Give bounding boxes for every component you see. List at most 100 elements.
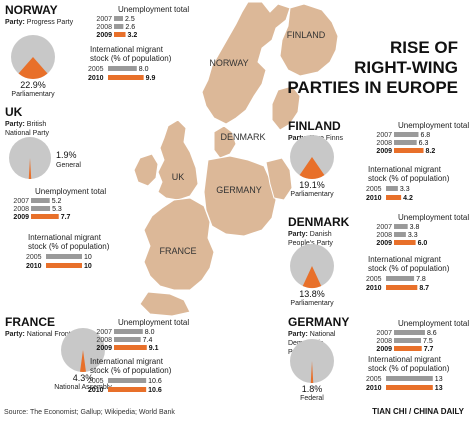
unemployment-germany-value: 7.7 — [424, 346, 434, 353]
migrant-france-bar — [108, 387, 147, 392]
migrant-finland-year: 2005 — [366, 186, 382, 193]
unemployment-finland-value: 6.8 — [420, 132, 430, 139]
unemployment-denmark-bar — [394, 224, 408, 229]
map-label-finland: FINLAND — [287, 30, 326, 40]
unemployment-france-bar — [114, 329, 143, 334]
panel-finland-title: FINLAND — [288, 119, 341, 133]
migrant-norway-value: 9.9 — [146, 75, 156, 82]
unemployment-germany-bar — [394, 330, 425, 335]
migrant-germany-bar — [386, 385, 433, 390]
migrant-germany-value: 13 — [435, 376, 443, 383]
unemployment-uk-title: Unemployment total — [35, 187, 106, 196]
migrant-denmark-title-1: International migrant — [368, 255, 442, 264]
unemployment-france-value: 7.4 — [143, 337, 153, 344]
pie-norway-body: Parliamentary — [11, 91, 55, 98]
panel-finland-party-label: Party: — [288, 135, 310, 142]
pie-finland-slice — [299, 157, 325, 180]
pie-uk-body: General — [56, 162, 81, 169]
panel-denmark-title: DENMARK — [288, 215, 350, 229]
unemployment-finland-year: 2007 — [376, 132, 392, 139]
panel-norway-party-name: Progress Party — [27, 19, 74, 26]
pie-denmark-body: Parliamentary — [290, 300, 334, 307]
panel-finland: FINLAND Party: True Finns 19.1%Parliamenta… — [288, 119, 469, 202]
pie-germany-share: 1.8% — [302, 384, 323, 394]
unemployment-france-value: 9.1 — [149, 345, 159, 352]
unemployment-denmark-year: 2008 — [376, 232, 392, 239]
map-label-france: FRANCE — [159, 246, 196, 256]
unemployment-norway-value: 2.5 — [125, 16, 135, 23]
unemployment-france-bar — [114, 345, 147, 350]
panel-denmark-party-label: Party: — [288, 231, 310, 238]
unemployment-norway-value: 3.2 — [128, 32, 138, 39]
unemployment-finland-bar — [394, 140, 417, 145]
unemployment-finland-value: 6.3 — [419, 140, 429, 147]
migrant-france-title-1: International migrant — [90, 357, 164, 366]
panel-norway-party: Party: Progress Party — [5, 19, 74, 26]
unemployment-france-year: 2008 — [96, 337, 112, 344]
unemployment-denmark-year: 2009 — [376, 240, 392, 247]
title-line-2: RIGHT-WING — [354, 58, 458, 77]
migrant-norway-value: 8.0 — [139, 66, 149, 73]
migrant-germany-bar — [386, 376, 433, 381]
pie-france-share: 4.3% — [73, 373, 94, 383]
migrant-norway-bar — [108, 66, 137, 71]
pie-finland-body: Parliamentary — [290, 191, 334, 198]
unemployment-finland-bar — [394, 148, 424, 153]
migrant-uk-bar — [46, 263, 82, 268]
map-france — [143, 197, 215, 291]
unemployment-france-year: 2009 — [96, 345, 112, 352]
migrant-uk-title-2: stock (% of population) — [28, 242, 110, 251]
migrant-finland-year: 2010 — [366, 195, 382, 202]
panel-uk-party-line: National Party — [5, 130, 49, 137]
map-label-germany: GERMANY — [216, 185, 262, 195]
unemployment-uk-bar — [31, 206, 51, 211]
panel-uk-party: Party: British — [5, 121, 46, 128]
migrant-denmark-year: 2005 — [366, 276, 382, 283]
unemployment-germany-year: 2009 — [376, 346, 392, 353]
map-uk — [157, 119, 199, 201]
migrant-germany-year: 2005 — [366, 376, 382, 383]
migrant-denmark-bar — [386, 276, 415, 281]
map-denmark — [213, 125, 237, 159]
migrant-denmark-year: 2010 — [366, 285, 382, 292]
migrant-finland-title-1: International migrant — [368, 165, 442, 174]
migrant-denmark-bar — [386, 285, 418, 290]
migrant-finland-bar — [386, 186, 398, 191]
unemployment-germany-year: 2007 — [376, 330, 392, 337]
pie-germany-slice — [310, 361, 314, 383]
unemployment-france-year: 2007 — [96, 329, 112, 336]
migrant-norway-title-2: stock (% of population) — [90, 54, 172, 63]
unemployment-denmark-title: Unemployment total — [398, 213, 469, 222]
migrant-france-title-2: stock (% of population) — [90, 366, 172, 375]
panel-uk: UK Party: British National Party 1.9% Genera… — [5, 105, 110, 270]
unemployment-denmark-value: 6.0 — [418, 240, 428, 247]
migrant-france-bar — [108, 378, 147, 383]
unemployment-uk-year: 2009 — [13, 214, 29, 221]
unemployment-germany-bar — [394, 346, 422, 351]
unemployment-france-value: 8.0 — [145, 329, 155, 336]
unemployment-finland-year: 2009 — [376, 148, 392, 155]
migrant-norway-year: 2010 — [88, 75, 104, 82]
migrant-germany-year: 2010 — [366, 385, 382, 392]
pie-uk-slice — [28, 158, 32, 179]
migrant-france-year: 2010 — [88, 387, 104, 394]
unemployment-uk-year: 2007 — [13, 198, 29, 205]
migrant-denmark-value: 7.8 — [416, 276, 426, 283]
panel-germany-party-name: National — [310, 331, 336, 338]
map-label-uk: UK — [172, 172, 185, 182]
unemployment-denmark-bar — [394, 240, 416, 245]
unemployment-germany-value: 8.6 — [427, 330, 437, 337]
unemployment-uk-bar — [31, 198, 50, 203]
panel-norway: NORWAY Party: Progress Party 22.9%Parliame… — [5, 3, 189, 98]
migrant-finland-title-2: stock (% of population) — [368, 174, 450, 183]
panel-denmark-party: Party: Danish — [288, 231, 332, 238]
pie-germany-body: Federal — [300, 395, 324, 402]
map-baltics — [271, 85, 301, 131]
unemployment-norway-year: 2009 — [96, 32, 112, 39]
pie-france-body: National Assembly — [54, 384, 112, 391]
unemployment-denmark-value: 3.3 — [408, 232, 418, 239]
map-label-norway: NORWAY — [209, 58, 248, 68]
charts-layer: NORWAY FINLAND DENMARK UK GERMANY FRANCE RISE … — [4, 3, 469, 416]
pie-norway-slice — [18, 57, 48, 79]
